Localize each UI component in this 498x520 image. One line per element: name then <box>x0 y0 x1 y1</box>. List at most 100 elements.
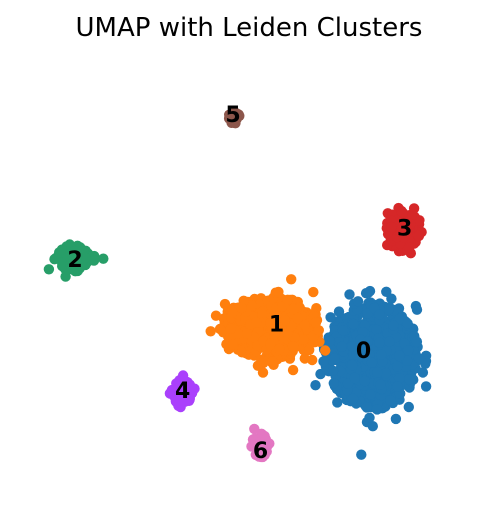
cluster-1-point <box>288 303 299 315</box>
cluster-0-point <box>347 359 358 371</box>
cluster-0-point <box>364 412 375 423</box>
cluster-1-point <box>265 338 276 349</box>
cluster-3-point <box>408 203 420 214</box>
cluster-1-point <box>279 315 291 326</box>
cluster-0-point <box>348 318 359 330</box>
cluster-2-point <box>88 255 100 266</box>
cluster-1-point <box>292 312 304 324</box>
cluster-1-point <box>267 356 278 367</box>
cluster-1-points <box>205 274 331 378</box>
cluster-0-point <box>344 289 355 300</box>
cluster-label-4: 4 <box>175 379 190 404</box>
cluster-6-point <box>253 451 264 462</box>
cluster-0-point <box>388 320 399 331</box>
cluster-1-point <box>227 339 238 350</box>
cluster-0-point <box>366 357 378 368</box>
cluster-0-point <box>383 304 394 315</box>
cluster-6-point <box>250 439 261 451</box>
cluster-0-point <box>372 367 383 378</box>
cluster-0-points <box>273 285 432 460</box>
cluster-0-point <box>347 341 358 352</box>
cluster-0-point <box>392 361 403 372</box>
cluster-0-point <box>324 336 336 347</box>
cluster-0-point <box>342 378 354 389</box>
cluster-0-point <box>411 304 423 315</box>
cluster-3-point <box>386 221 397 233</box>
cluster-1-point <box>227 307 238 318</box>
cluster-0-point <box>413 353 425 364</box>
cluster-4-points <box>164 370 200 413</box>
cluster-2-point <box>71 253 82 264</box>
cluster-1-point <box>205 326 216 337</box>
cluster-1-point <box>219 298 231 310</box>
cluster-6-points <box>246 423 275 463</box>
cluster-0-point <box>362 336 373 347</box>
cluster-1-point <box>310 317 322 328</box>
cluster-1-point <box>274 343 285 355</box>
cluster-1-point <box>241 328 253 339</box>
cluster-1-point <box>320 345 331 356</box>
cluster-6-point <box>249 423 260 435</box>
cluster-1-point <box>298 334 309 345</box>
cluster-1-point <box>299 319 310 330</box>
cluster-2-point <box>57 260 68 272</box>
cluster-0-point <box>349 372 360 384</box>
cluster-1-point <box>236 302 247 314</box>
cluster-1-point <box>286 274 297 285</box>
cluster-1-point <box>246 300 257 311</box>
cluster-label-5: 5 <box>225 103 240 128</box>
cluster-labels: 0 1 2 3 4 5 6 <box>67 103 412 464</box>
cluster-4-point <box>175 379 186 391</box>
cluster-label-0: 0 <box>356 339 371 364</box>
cluster-1-point <box>287 341 299 352</box>
cluster-4-point <box>176 397 187 408</box>
scatter-points <box>43 107 432 463</box>
cluster-6-point <box>261 446 272 457</box>
cluster-5-points <box>223 107 245 129</box>
cluster-0-point <box>352 296 364 307</box>
cluster-3-point <box>413 230 425 242</box>
cluster-0-point <box>336 341 347 352</box>
cluster-0-point <box>375 349 387 360</box>
cluster-2-point <box>98 253 109 264</box>
cluster-0-point <box>385 395 396 406</box>
cluster-0-point <box>420 381 432 392</box>
cluster-1-point <box>214 323 226 335</box>
cluster-1-point <box>257 309 268 320</box>
cluster-1-point <box>210 310 222 321</box>
cluster-0-point <box>328 378 339 389</box>
cluster-3-point <box>414 215 425 226</box>
cluster-1-point <box>313 325 324 336</box>
cluster-1-point <box>307 354 318 366</box>
cluster-0-point <box>394 373 405 384</box>
cluster-0-point <box>327 365 339 376</box>
cluster-0-point <box>347 393 359 404</box>
cluster-3-point <box>396 224 407 235</box>
cluster-0-point <box>392 381 403 392</box>
cluster-0-point <box>333 306 345 317</box>
cluster-0-point <box>367 421 378 432</box>
cluster-0-point <box>380 368 392 379</box>
cluster-0-point <box>359 375 371 387</box>
cluster-3-point <box>403 242 415 253</box>
cluster-1-point <box>225 323 237 334</box>
cluster-0-point <box>381 286 392 297</box>
cluster-label-6: 6 <box>253 439 268 464</box>
cluster-3-point <box>397 207 409 219</box>
cluster-0-point <box>374 337 385 348</box>
cluster-0-point <box>329 353 340 364</box>
cluster-0-point <box>365 389 376 400</box>
cluster-2-point <box>43 264 55 275</box>
cluster-0-point <box>401 355 413 366</box>
cluster-0-point <box>402 318 413 329</box>
cluster-1-point <box>308 286 319 298</box>
cluster-1-point <box>268 310 279 322</box>
cluster-2-point <box>80 252 91 263</box>
cluster-5-point <box>224 109 235 121</box>
cluster-1-point <box>304 344 315 356</box>
cluster-label-3: 3 <box>397 217 412 242</box>
cluster-1-point <box>287 364 299 376</box>
cluster-0-point <box>325 312 336 323</box>
cluster-0-point <box>310 380 321 391</box>
cluster-0-point <box>394 313 405 325</box>
